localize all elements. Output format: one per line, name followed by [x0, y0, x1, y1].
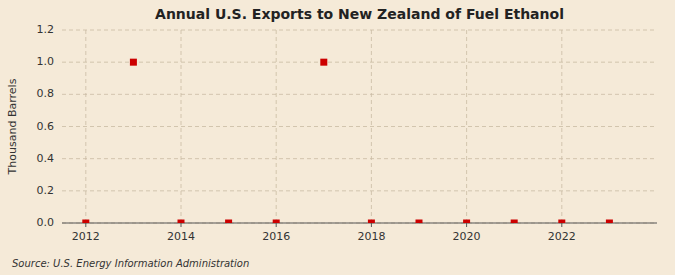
x-grid-line — [85, 30, 86, 223]
x-tick — [181, 223, 182, 227]
point — [463, 220, 470, 224]
source-note: Source: U.S. Energy Information Administ… — [12, 258, 249, 269]
point — [368, 220, 375, 224]
x-tick — [561, 223, 562, 227]
point — [606, 220, 613, 224]
x-grid-line — [276, 30, 277, 223]
y-grid-line — [62, 126, 657, 127]
x-tick-label: 2022 — [548, 230, 576, 243]
axes: 0.0 0.2 0.4 0.6 0.8 1.0 1.2 2012 2014 2016 2018 202… — [37, 23, 658, 243]
point — [558, 220, 565, 224]
x-tick — [466, 223, 467, 227]
y-tick-label: 1.2 — [37, 23, 55, 36]
y-tick-label: 0.6 — [37, 120, 55, 133]
point — [416, 220, 423, 224]
point — [273, 220, 280, 224]
point — [130, 59, 137, 66]
point — [320, 59, 327, 66]
y-tick-label: 1.0 — [37, 55, 55, 68]
y-tick-label: 0.8 — [37, 87, 55, 100]
x-grid-line — [466, 30, 467, 223]
x-tick — [371, 223, 372, 227]
y-grid-line — [62, 62, 657, 63]
x-tick-label: 2018 — [357, 230, 385, 243]
grid — [62, 30, 657, 223]
y-grid-line — [62, 30, 657, 31]
y-tick-label: 0.4 — [37, 152, 55, 165]
x-grid-line — [561, 30, 562, 223]
y-grid-line — [62, 94, 657, 95]
x-grid-line — [371, 30, 372, 223]
background — [0, 0, 675, 275]
x-tick-label: 2020 — [453, 230, 481, 243]
y-grid-line — [62, 190, 657, 191]
point — [225, 220, 232, 224]
point — [82, 220, 89, 224]
x-tick-label: 2012 — [72, 230, 100, 243]
y-tick-label: 0.0 — [37, 216, 55, 229]
x-grid-line — [181, 30, 182, 223]
point — [511, 220, 518, 224]
x-tick — [276, 223, 277, 227]
title: Annual U.S. Exports to New Zealand of Fu… — [155, 6, 564, 22]
y-grid-line — [62, 158, 657, 159]
chart: 0.0 0.2 0.4 0.6 0.8 1.0 1.2 2012 2014 2016 2018 202… — [0, 0, 675, 275]
points — [82, 59, 613, 223]
x-tick-label: 2016 — [262, 230, 290, 243]
y-grid-line — [62, 223, 657, 224]
x-axis-line — [62, 223, 657, 224]
point — [178, 220, 185, 224]
x-tick — [85, 223, 86, 227]
y-axis-label: Thousand Barrels — [6, 78, 19, 175]
y-tick-label: 0.2 — [37, 184, 55, 197]
x-tick-label: 2014 — [167, 230, 195, 243]
